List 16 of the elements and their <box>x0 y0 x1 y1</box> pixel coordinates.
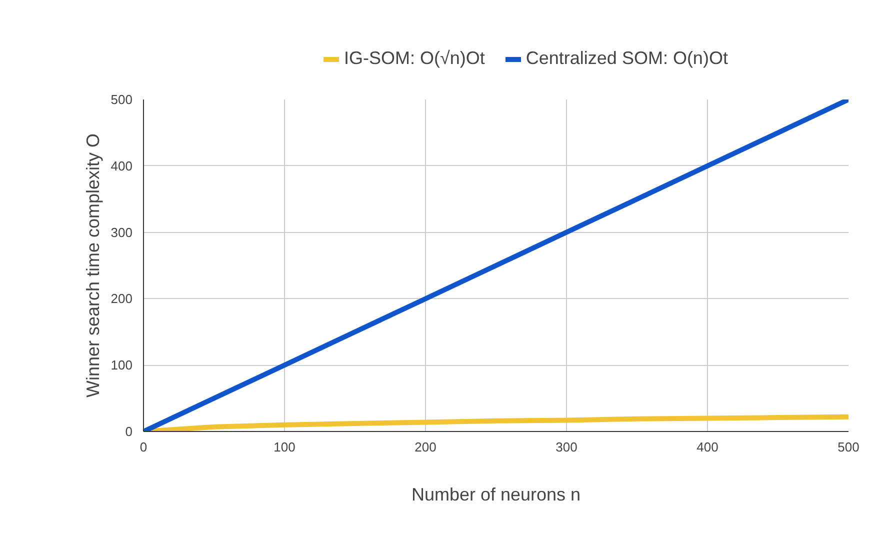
y-tick-label: 200 <box>110 291 133 306</box>
x-tick-label: 400 <box>696 440 718 454</box>
y-tick-label: 100 <box>110 358 133 373</box>
y-axis-title: Winner search time complexity O <box>82 133 103 398</box>
x-tick-label: 100 <box>274 440 296 454</box>
x-tick-label: 500 <box>838 440 860 454</box>
legend-label: Centralized SOM: O(n)Ot <box>526 48 728 69</box>
y-tick-label: 500 <box>110 92 133 107</box>
x-tick-label: 0 <box>140 440 148 454</box>
legend-label: IG-SOM: O(√n)Ot <box>344 48 485 69</box>
x-axis-title: Number of neurons n <box>411 484 581 504</box>
x-tick-label: 200 <box>414 440 436 454</box>
y-tick-label: 0 <box>125 424 133 439</box>
y-tick-label: 400 <box>110 158 133 174</box>
x-tick-label: 300 <box>556 440 578 454</box>
y-tick-label: 300 <box>110 224 133 240</box>
